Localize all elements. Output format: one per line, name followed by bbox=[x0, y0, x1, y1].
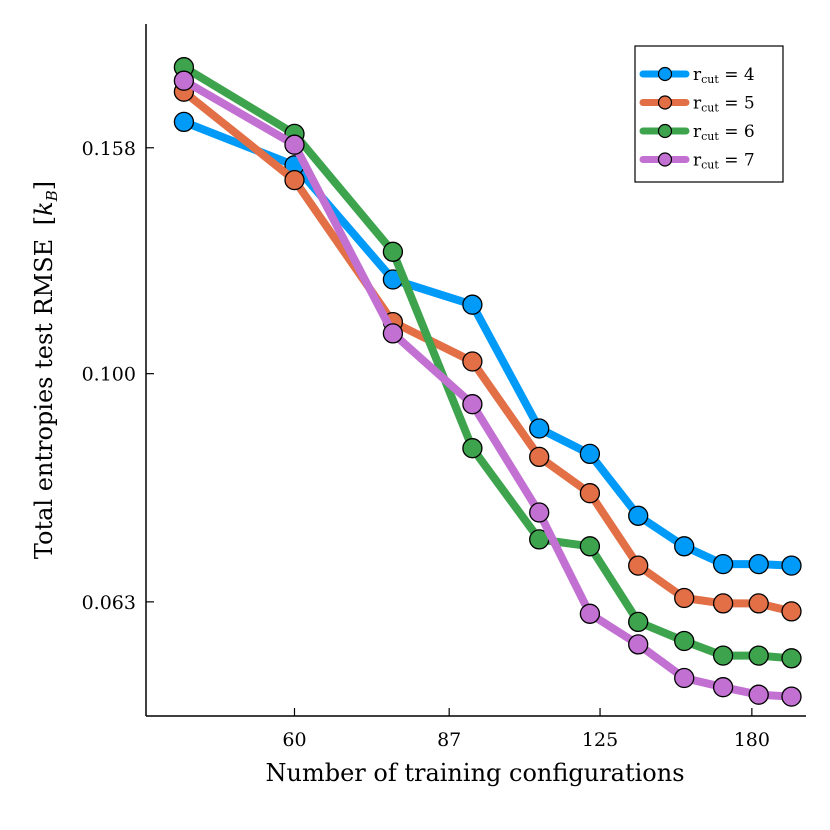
series-1-point-4 bbox=[529, 418, 550, 439]
x-tick-label-3: 180 bbox=[734, 729, 770, 751]
series-1-point-7 bbox=[674, 536, 695, 557]
y-axis-title-text: Total entropies test RMSE bbox=[30, 239, 58, 559]
series-4 bbox=[173, 70, 802, 707]
y-axis-title-unit: [kB] bbox=[30, 181, 61, 225]
series-2-point-9 bbox=[748, 593, 769, 614]
legend: rcut = 4 rcut = 5 rcut = 6 rcut = 7 bbox=[634, 45, 784, 183]
series-2-point-8 bbox=[712, 593, 734, 614]
series-1-point-3 bbox=[462, 294, 483, 315]
x-tick-label-0: 60 bbox=[282, 729, 306, 751]
series-4-point-4 bbox=[529, 502, 550, 523]
series-4-point-3 bbox=[462, 394, 483, 415]
legend-label-3: rcut = 6 bbox=[693, 122, 755, 143]
legend-label-2: rcut = 5 bbox=[693, 94, 755, 115]
series-4-point-1 bbox=[284, 134, 305, 155]
series-3-point-5 bbox=[579, 536, 601, 557]
series-3-point-2 bbox=[382, 241, 404, 262]
series-layer bbox=[173, 57, 802, 707]
series-4-point-9 bbox=[748, 684, 769, 705]
series-3-point-3 bbox=[462, 438, 483, 459]
series-4-point-7 bbox=[674, 667, 695, 689]
y-axis-title: Total entropies test RMSE [kB] bbox=[30, 181, 61, 559]
axes bbox=[145, 24, 806, 717]
y-tick-label-1: 0.100 bbox=[82, 364, 136, 386]
series-1-line bbox=[179, 117, 796, 570]
legend-marker-2 bbox=[657, 95, 673, 110]
series-3-point-6 bbox=[628, 611, 649, 633]
series-1-point-8 bbox=[712, 553, 734, 575]
series-2-point-6 bbox=[628, 555, 649, 576]
x-tick-label-1: 87 bbox=[437, 729, 461, 751]
series-2-point-5 bbox=[579, 483, 601, 504]
series-1 bbox=[173, 111, 802, 576]
x-axis-title: Number of training configurations bbox=[265, 759, 684, 787]
ticks: 60 87 125 180 0.063 0.100 0.158 bbox=[82, 138, 770, 751]
series-3-point-9 bbox=[748, 645, 769, 666]
series-4-point-5 bbox=[579, 603, 601, 624]
legend-label-4: rcut = 7 bbox=[693, 151, 755, 172]
series-2-point-1 bbox=[284, 169, 305, 191]
series-3-point-10 bbox=[781, 648, 802, 669]
series-1-point-10 bbox=[781, 555, 802, 576]
series-1-point-0 bbox=[173, 111, 195, 133]
series-2-point-10 bbox=[781, 601, 802, 622]
series-4-point-2 bbox=[382, 323, 404, 344]
series-2-point-7 bbox=[674, 587, 695, 609]
series-4-point-10 bbox=[781, 686, 802, 707]
y-tick-label-2: 0.158 bbox=[82, 138, 136, 160]
series-1-point-9 bbox=[748, 553, 769, 575]
series-2-point-3 bbox=[462, 351, 483, 372]
legend-label-1: rcut = 4 bbox=[693, 65, 755, 86]
series-1-point-6 bbox=[628, 505, 649, 526]
y-tick-label-0: 0.063 bbox=[82, 592, 136, 614]
series-4-point-8 bbox=[712, 677, 734, 698]
y-axis-title-group: Total entropies test RMSE [kB] bbox=[30, 181, 61, 559]
legend-marker-4 bbox=[657, 152, 673, 167]
x-tick-label-2: 125 bbox=[582, 729, 618, 751]
legend-marker-1 bbox=[657, 66, 673, 82]
series-4-point-0 bbox=[173, 70, 195, 91]
series-3-point-8 bbox=[712, 645, 734, 666]
series-4-point-6 bbox=[628, 634, 649, 655]
series-1-point-5 bbox=[579, 443, 601, 465]
series-2-point-4 bbox=[529, 446, 550, 468]
series-3-point-7 bbox=[674, 630, 695, 652]
legend-marker-3 bbox=[657, 123, 673, 139]
